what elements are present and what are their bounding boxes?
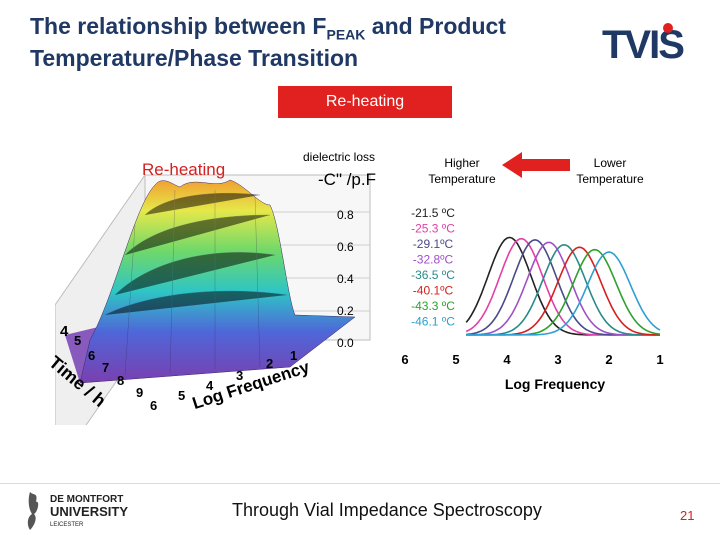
series-label: -36.5 ºC [411, 268, 455, 282]
series-line [466, 241, 660, 336]
x-tick-label: 3 [554, 352, 561, 367]
series-label: -32.8ºC [413, 253, 454, 267]
temperature-arrow-icon [502, 152, 570, 178]
surface-ridge [79, 179, 356, 384]
x-axis-label: Log Frequency [505, 376, 606, 392]
lower-temp-label: Lower Temperature [566, 155, 654, 187]
x-tick-label: 5 [452, 352, 459, 367]
title-line2: Temperature/Phase Transition [30, 44, 359, 71]
time-tick: 7 [102, 360, 110, 375]
dmu-line1: DE MONTFORT [50, 494, 123, 505]
higher-temp-line1: Higher [444, 156, 480, 170]
time-tick: 4 [60, 323, 69, 340]
footer-divider [0, 483, 720, 484]
surface-label: Re-heating [142, 160, 226, 179]
freq-tick: 4 [206, 378, 214, 393]
z-tick: 0.6 [337, 240, 354, 254]
freq-tick: 5 [178, 388, 186, 403]
zlabel-2: -C" /p.F [318, 170, 376, 189]
z-tick: 0.4 [337, 272, 354, 286]
series-label: -21.5 ºC [411, 206, 455, 220]
title-subscript: PEAK [326, 26, 366, 43]
time-tick: 6 [88, 348, 96, 363]
z-tick: 0.8 [337, 208, 354, 222]
time-tick: 5 [74, 333, 82, 348]
series-label: -29.1ºC [413, 237, 454, 251]
reheating-banner: Re-heating [278, 86, 452, 118]
time-tick: 9 [136, 385, 144, 400]
lower-temp-line2: Temperature [576, 172, 644, 187]
freq-tick: 1 [290, 348, 298, 363]
title-part1: The relationship between F [30, 13, 327, 39]
x-tick-label: 1 [656, 352, 663, 367]
freq-tick: 6 [150, 398, 158, 413]
z-tick: 0.2 [337, 304, 354, 318]
x-tick-label: 6 [401, 352, 408, 367]
series-label: -46.1 ºC [411, 315, 455, 329]
time-tick: 8 [117, 373, 125, 388]
x-tick-label: 2 [605, 352, 612, 367]
higher-temp-label: Higher Temperature [422, 155, 502, 187]
x-tick-label: 4 [503, 352, 511, 367]
loss-spectra-chart: -21.5 ºC -25.3 ºC-29.1ºC -32.8ºC-36.5 ºC -4… [401, 206, 663, 392]
footer-caption: Through Vial Impedance Spectroscopy [232, 500, 542, 520]
series-label: -40.1ºC [413, 284, 454, 298]
slide-title: The relationship between FPEAK and Produ… [30, 12, 590, 74]
series-label: -43.3 ºC [411, 299, 455, 313]
dmu-line2: UNIVERSITY [50, 504, 128, 519]
page-number: 21 [680, 508, 695, 523]
higher-temp-line2: Temperature [428, 172, 496, 187]
lower-temp-line1: Lower [593, 156, 627, 170]
zlabel-1: dielectric loss [303, 150, 376, 164]
freq-tick: 2 [266, 356, 274, 371]
title-part2: and Product [365, 13, 506, 39]
series-label: -25.3 ºC [411, 222, 455, 236]
z-tick: 0.0 [337, 336, 354, 350]
dmu-logo: DE MONTFORT UNIVERSITY LEICESTER [27, 492, 128, 530]
surface-plot [55, 173, 371, 425]
dmu-line3: LEICESTER [50, 522, 84, 528]
freq-tick: 3 [236, 368, 244, 383]
dmu-crest-icon [27, 492, 39, 530]
series-line [466, 251, 661, 336]
surface-mesh [104, 189, 288, 376]
tvis-logo: TVIS [602, 23, 686, 66]
logo-dot-icon [663, 23, 673, 33]
